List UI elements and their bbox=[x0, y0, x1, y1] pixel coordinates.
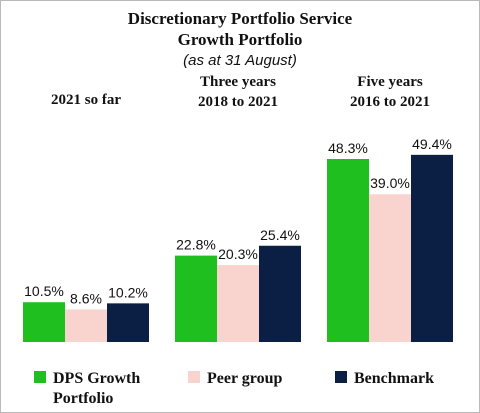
bar-g3-s2 bbox=[369, 194, 411, 342]
legend-label-2: Peer group bbox=[207, 370, 283, 387]
group-label-3: Five years bbox=[357, 74, 423, 90]
data-label-g1-s3: 10.2% bbox=[108, 284, 148, 300]
data-label-g2-s2: 20.3% bbox=[218, 246, 258, 262]
group-label-3: 2016 to 2021 bbox=[350, 94, 430, 110]
legend-label-3: Benchmark bbox=[354, 370, 434, 387]
group-label-2: 2018 to 2021 bbox=[198, 94, 278, 110]
bar-g2-s1 bbox=[175, 255, 217, 342]
data-label-g3-s2: 39.0% bbox=[370, 175, 410, 191]
group-label-2: Three years bbox=[200, 74, 276, 90]
bar-g1-s3 bbox=[107, 303, 149, 342]
data-label-g3-s3: 49.4% bbox=[412, 136, 452, 152]
legend-label-1: DPS Growth bbox=[53, 370, 140, 387]
chart-subtitle: Growth Portfolio bbox=[178, 30, 303, 49]
legend-label-1: Portfolio bbox=[53, 390, 113, 407]
bar-g3-s1 bbox=[327, 159, 369, 342]
data-label-g3-s1: 48.3% bbox=[328, 140, 368, 156]
chart-title: Discretionary Portfolio Service bbox=[128, 9, 353, 28]
bar-g1-s1 bbox=[23, 302, 65, 342]
bar-g1-s2 bbox=[65, 309, 107, 342]
chart-note: (as at 31 August) bbox=[183, 52, 297, 69]
data-label-g1-s2: 8.6% bbox=[70, 290, 102, 306]
group-label-1: 2021 so far bbox=[51, 92, 121, 108]
legend-swatch-3 bbox=[335, 371, 347, 383]
data-label-g2-s3: 25.4% bbox=[260, 227, 300, 243]
bar-g3-s3 bbox=[411, 154, 453, 342]
data-label-g1-s1: 10.5% bbox=[24, 283, 64, 299]
legend-swatch-1 bbox=[34, 371, 46, 383]
legend-swatch-2 bbox=[188, 371, 200, 383]
bar-g2-s2 bbox=[217, 265, 259, 342]
data-label-g2-s1: 22.8% bbox=[176, 237, 216, 253]
bar-g2-s3 bbox=[259, 245, 301, 342]
